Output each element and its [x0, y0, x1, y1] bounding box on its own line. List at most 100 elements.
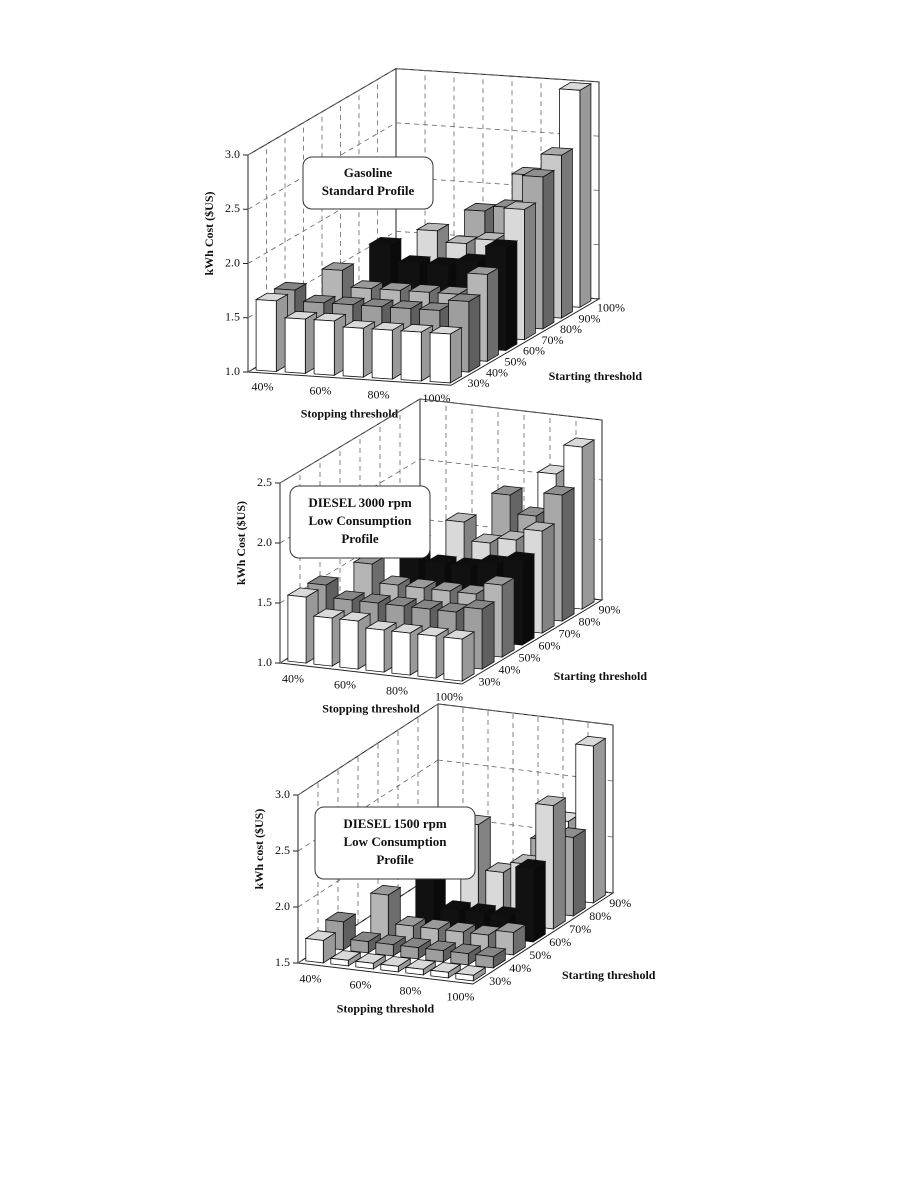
bar	[312, 312, 347, 376]
bar	[449, 943, 482, 966]
bar-front	[371, 328, 393, 380]
bar-side	[552, 797, 566, 930]
bar-side	[572, 829, 586, 917]
bar	[514, 858, 547, 943]
z-tick-label: 40%	[509, 961, 531, 975]
bar	[304, 930, 337, 964]
chart-title: Gasoline	[344, 165, 393, 180]
bar-front	[405, 966, 424, 976]
y-tick-label: 1.5	[257, 595, 272, 609]
bar-side	[532, 860, 546, 943]
z-axis-title: Starting threshold	[562, 968, 656, 982]
z-tick-label: 70%	[559, 627, 581, 641]
z-tick-label: 30%	[468, 376, 490, 390]
y-tick-label: 2.5	[257, 475, 272, 489]
bar-front	[475, 954, 494, 969]
y-tick-label: 2.5	[275, 843, 290, 857]
y-tick-label: 2.0	[225, 255, 240, 269]
bar	[429, 962, 462, 979]
bar	[424, 940, 457, 963]
z-tick-label: 70%	[569, 922, 591, 936]
bar-front	[417, 633, 437, 679]
bar-front	[450, 951, 469, 966]
grid-line	[419, 398, 603, 421]
chart-title: Profile	[341, 531, 379, 546]
bar-front	[305, 938, 324, 964]
bar-front	[425, 948, 444, 963]
bar-side	[468, 294, 481, 373]
z-tick-label: 60%	[549, 935, 571, 949]
y-tick-label: 1.0	[225, 364, 240, 378]
z-tick-label: 80%	[560, 322, 582, 336]
y-axis-title: kWh Cost ($US)	[234, 501, 248, 585]
z-tick-label: 40%	[499, 663, 521, 677]
x-tick-label: 60%	[334, 677, 356, 691]
bar	[399, 323, 434, 382]
grid-line	[297, 703, 439, 796]
bar-front	[339, 618, 359, 670]
title-box	[314, 806, 476, 880]
bar-front	[515, 866, 534, 943]
z-tick-label: 50%	[519, 651, 541, 665]
bar-side	[486, 267, 499, 362]
x-axis-title: Stopping threshold	[337, 1001, 435, 1015]
z-tick-label: 90%	[599, 603, 621, 617]
x-tick-label: 40%	[282, 671, 304, 685]
bar-side	[561, 487, 575, 622]
z-axis-title: Starting threshold	[549, 369, 643, 383]
x-tick-label: 80%	[368, 387, 390, 401]
bar	[354, 953, 387, 970]
y-axis-title: kWh Cost ($US)	[202, 191, 216, 275]
x-tick-label: 80%	[400, 983, 422, 997]
chart-title: DIESEL 1500 rpm	[343, 816, 446, 831]
bar-front	[313, 615, 333, 667]
y-tick-label: 3.0	[225, 147, 240, 161]
bar-front	[400, 330, 422, 382]
z-tick-label: 60%	[539, 639, 561, 653]
bar-front	[380, 963, 399, 973]
bar-front	[284, 317, 306, 374]
bar	[254, 292, 289, 373]
z-tick-label: 50%	[505, 355, 527, 369]
y-tick-label: 2.0	[275, 899, 290, 913]
z-tick-label: 90%	[579, 311, 601, 325]
x-tick-label: 40%	[300, 971, 322, 985]
bar-side	[581, 439, 595, 610]
bar-side	[521, 553, 535, 646]
bar	[428, 325, 463, 384]
y-tick-label: 3.0	[275, 787, 290, 801]
chart: 1.01.52.02.540% 60% 80% 100%30%40%50%60%70%…	[234, 398, 647, 715]
chart-title: Profile	[376, 852, 414, 867]
bar-front	[429, 332, 451, 384]
z-tick-label: 30%	[479, 675, 501, 689]
z-tick-label: 80%	[579, 615, 601, 629]
bar-side	[542, 169, 555, 330]
z-tick-label: 100%	[597, 301, 625, 315]
y-tick-label: 1.5	[275, 955, 290, 969]
bar-side	[579, 83, 592, 309]
bar-side	[524, 202, 536, 341]
bar-side	[481, 601, 495, 670]
bar-side	[501, 577, 515, 658]
bar-front	[313, 319, 335, 376]
bar	[454, 965, 487, 982]
bar-front	[350, 939, 369, 954]
grid-line	[395, 122, 600, 137]
bar-front	[430, 969, 449, 979]
bar	[283, 310, 318, 375]
x-tick-label: 100%	[435, 689, 463, 703]
z-tick-label: 90%	[609, 896, 631, 910]
bar	[399, 937, 432, 960]
y-tick-label: 1.5	[225, 310, 240, 324]
chart-title: DIESEL 3000 rpm	[308, 495, 411, 510]
chart: 1.52.02.53.040% 60% 80% 100%30%40%50%60%70%…	[252, 703, 656, 1015]
bar	[349, 931, 382, 954]
grid-line	[247, 176, 397, 264]
x-tick-label: 100%	[423, 391, 451, 405]
bar-front	[443, 636, 463, 682]
bar-side	[505, 240, 518, 352]
y-tick-label: 2.5	[225, 201, 240, 215]
title-box	[289, 485, 431, 559]
z-tick-label: 40%	[486, 365, 508, 379]
x-axis-title: Stopping threshold	[322, 701, 420, 715]
